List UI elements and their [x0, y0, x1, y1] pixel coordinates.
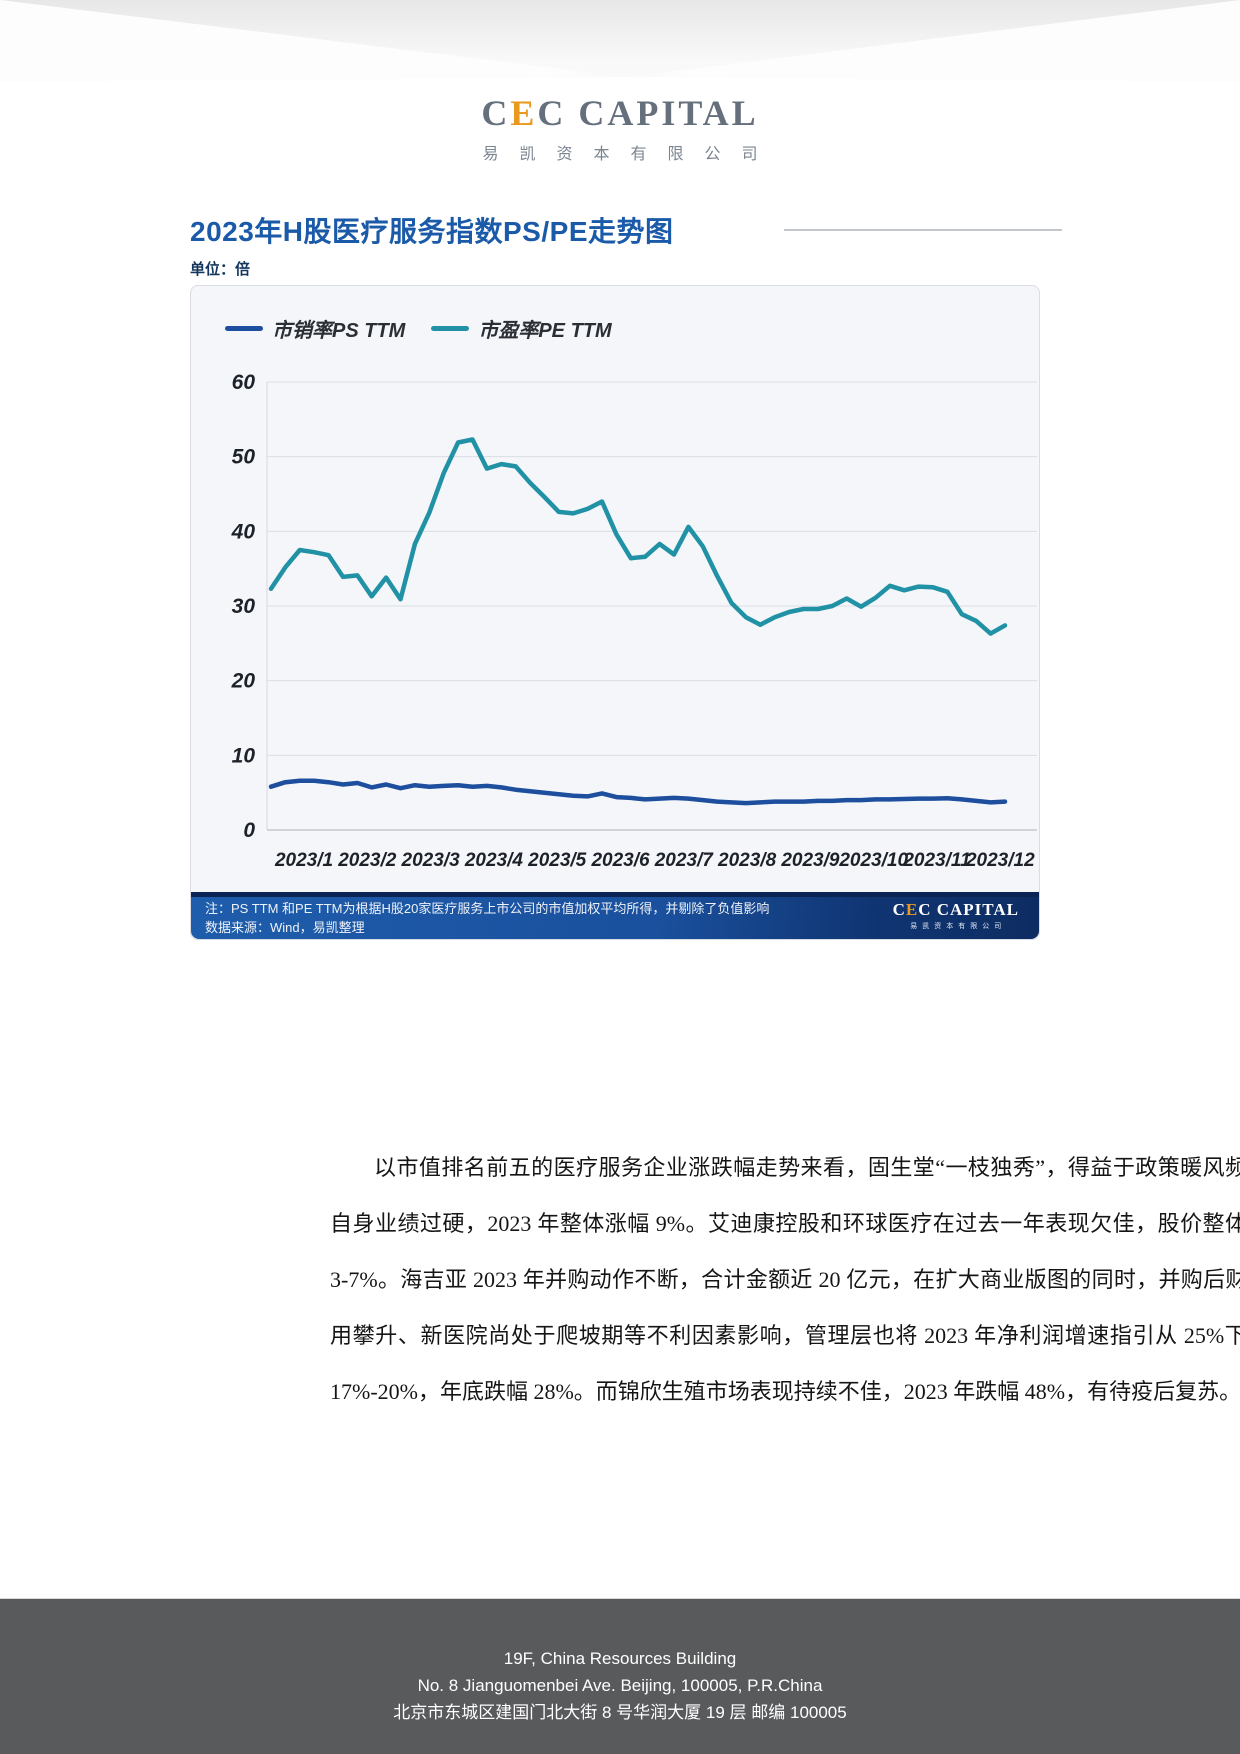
chart-card: 市销率PS TTM 市盈率PE TTM 0 10 20 30 40 50 60 2023/1 2… [190, 285, 1040, 940]
svg-text:2023/7: 2023/7 [654, 850, 715, 871]
logo-letters: C CAPITAL [537, 93, 759, 133]
unit-label: 单位：倍 [190, 261, 251, 278]
header-decoration [0, 0, 1240, 82]
svg-text:10: 10 [232, 744, 256, 767]
svg-text:0: 0 [243, 819, 255, 842]
svg-text:2023/11: 2023/11 [902, 850, 970, 871]
note-logo-chinese: 易凯资本有限公司 [910, 923, 1007, 930]
company-logo: CEC CAPITAL 易凯资本有限公司 [0, 92, 1240, 164]
svg-text:40: 40 [231, 520, 256, 543]
chart-note-text: 注：PS TTM 和PE TTM为根据H股20家医疗服务上市公司的市值加权平均所… [191, 895, 769, 937]
svg-text:2023/10: 2023/10 [838, 850, 908, 871]
footer-address-en-1: 19F, China Resources Building [503, 1649, 737, 1668]
footer-address-en-2: No. 8 Jianguomenbei Ave. Beijing, 100005… [417, 1676, 823, 1695]
legend-item-pe: 市盈率PE TTM [431, 314, 612, 343]
ps-line-swatch [225, 326, 263, 331]
svg-text:2023/3: 2023/3 [401, 850, 461, 871]
svg-text:2023/1: 2023/1 [274, 850, 333, 871]
logo-chinese-name: 易凯资本有限公司 [482, 146, 779, 163]
chart-note-bar: 注：PS TTM 和PE TTM为根据H股20家医疗服务上市公司的市值加权平均所… [191, 892, 1039, 939]
svg-text:2023/8: 2023/8 [717, 850, 777, 871]
page-header: CEC CAPITAL 易凯资本有限公司 [0, 0, 1240, 164]
analysis-paragraph: 以市值排名前五的医疗服务企业涨跌幅走势来看，固生堂“一枝独秀”，得益于政策暖风频… [330, 1155, 1240, 1404]
svg-text:2023/5: 2023/5 [527, 850, 587, 871]
svg-text:60: 60 [232, 371, 256, 394]
svg-text:2023/4: 2023/4 [464, 850, 524, 871]
report-body: 2023年H股医疗服务指数PS/PE走势图 单位：倍 市销率PS TTM 市盈率… [190, 210, 1240, 1404]
legend-item-ps: 市销率PS TTM [225, 314, 405, 343]
page-footer: 19F, China Resources Building No. 8 Jian… [0, 1598, 1240, 1754]
note-line-1: 注：PS TTM 和PE TTM为根据H股20家医疗服务上市公司的市值加权平均所… [205, 900, 770, 916]
svg-text:2023/9: 2023/9 [780, 850, 840, 871]
logo-wordmark: CEC CAPITAL [0, 92, 1240, 134]
note-logo-wordmark: CEC CAPITAL [892, 900, 1019, 919]
chart-title: 2023年H股医疗服务指数PS/PE走势图 [190, 216, 674, 247]
svg-text:30: 30 [232, 595, 256, 618]
note-bar-logo: CEC CAPITAL 易凯资本有限公司 [893, 900, 1039, 931]
svg-text:20: 20 [231, 670, 256, 693]
footer-address-cn: 北京市东城区建国门北大街 8 号华润大厦 19 层 邮编 100005 [393, 1703, 847, 1722]
pe-legend-label: 市盈率PE TTM [478, 320, 612, 342]
pe-line-swatch [431, 326, 470, 331]
svg-text:2023/6: 2023/6 [590, 850, 650, 871]
svg-text:2023/12: 2023/12 [965, 850, 1035, 871]
section-title-row: 2023年H股医疗服务指数PS/PE走势图 [190, 210, 1062, 250]
svg-text:50: 50 [232, 446, 256, 469]
chart-legend: 市销率PS TTM 市盈率PE TTM [225, 314, 612, 343]
note-line-2: 数据来源：Wind，易凯整理 [205, 919, 365, 935]
logo-accent-letter: E [510, 93, 538, 133]
ps-legend-label: 市销率PS TTM [272, 320, 406, 342]
title-divider [783, 229, 1062, 231]
svg-text:2023/2: 2023/2 [337, 850, 397, 871]
logo-letter: C [481, 93, 511, 133]
